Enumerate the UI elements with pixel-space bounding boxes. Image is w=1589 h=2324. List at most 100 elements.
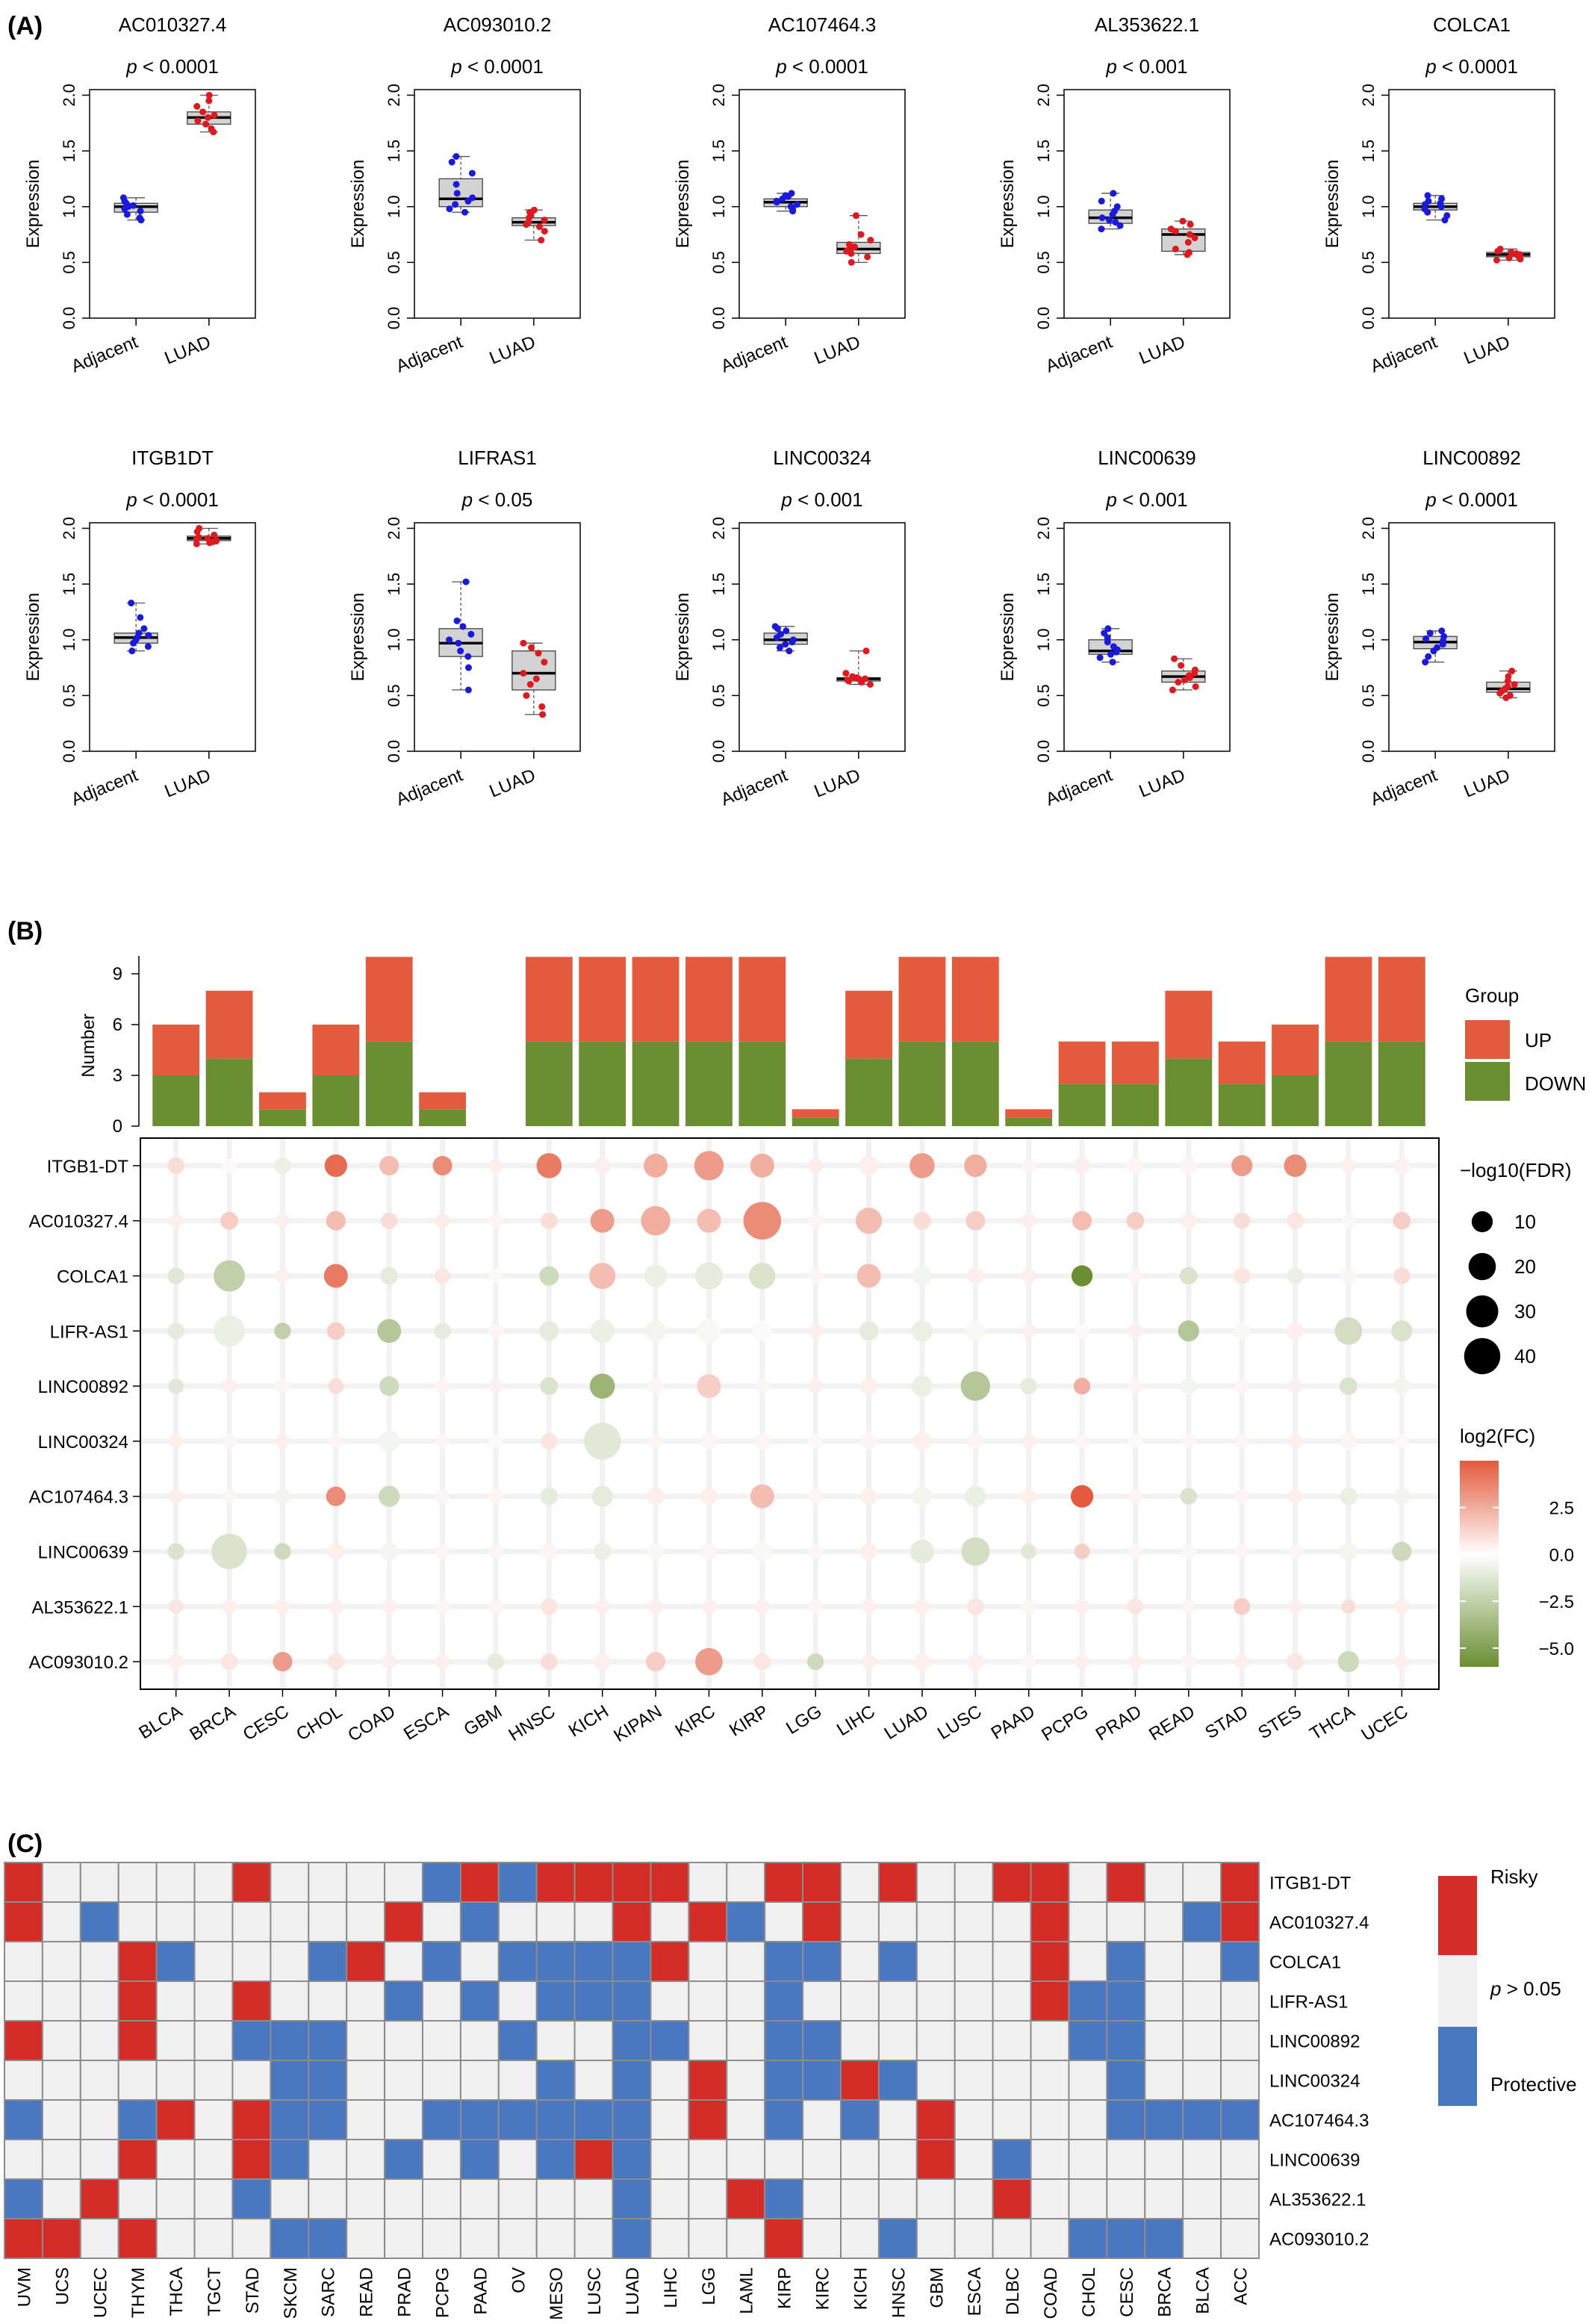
heat-cell-LIFR-AS1-UVM [4,1980,43,2022]
bar-down-BLCA [152,1075,200,1126]
heat-cell-AC010327.4-KICH [840,1901,880,1942]
bar-y-axis-label: Number [78,1013,99,1077]
heat-cell-AC107464.3-PRAD [384,2099,423,2140]
data-point [119,194,127,202]
plot-frame [1388,522,1555,752]
heat-cell-COLCA1-PCPG [422,1941,461,1982]
bubble-LINC00639-LIHC [860,1543,877,1560]
cancer-label: KIPAN [610,1701,665,1746]
boxplot-title: COLCA1 [1433,13,1511,36]
data-point [135,630,143,637]
data-point [526,680,534,688]
bubble-AL353622.1-CHOL [329,1599,343,1614]
x-tick-label: LUAD [487,332,538,369]
data-point [541,228,548,235]
bubble-LINC00892-LGG [808,1379,823,1394]
data-point [1422,659,1429,666]
heat-cell-LINC00324-UVM [4,2060,43,2101]
heat-cell-AC107464.3-COAD [1030,2099,1070,2140]
heatmap-col-label: DLBC [1003,2267,1023,2315]
heat-cell-LINC00324-BLCA [1182,2060,1222,2101]
heat-cell-AC093010.2-KICH [840,2218,880,2259]
bubble-AL353622.1-BLCA [169,1599,184,1614]
heatmap-col-label: OV [509,2267,529,2293]
heat-cell-ITGB1-DT-GBM [915,1862,956,1903]
boxplot-AC093010.2: AC093010.2 p < 0.0001 0.0 0.5 1.0 1.5 2.0 Expre… [348,13,581,377]
bubble-COLCA1-LGG [808,1268,823,1284]
heatmap-col-label: MESO [547,2267,567,2320]
heat-cell-ITGB1-DT-UVM [4,1862,43,1903]
y-tick-label: 0.5 [1359,251,1378,274]
p-value-label: p < 0.001 [1105,488,1187,511]
bar-down-READ [1165,1058,1213,1126]
heat-cell-LINC00639-CESC [1106,2139,1146,2180]
bubble-LINC00324-CESC [275,1434,290,1449]
heat-cell-AC010327.4-TGCT [193,1901,234,1942]
data-point [193,102,201,110]
bubble-AL353622.1-UCEC [1394,1599,1409,1614]
heat-cell-LINC00892-KIRC [802,2020,842,2061]
bubble-AC093010.2-LGG [807,1653,824,1671]
data-point [520,670,527,677]
heatmap-col-label: STAD [243,2267,263,2314]
heat-cell-AL353622.1-MESO [535,2178,576,2219]
heatmap-col-label: PAAD [470,2267,491,2315]
heat-cell-LIFR-AS1-SKCM [270,1980,310,2022]
bubble-AC107464.3-STES [1288,1489,1303,1504]
bar-up-LUSC [951,957,999,1042]
heat-cell-LIFR-AS1-BRCA [1144,1980,1184,2022]
bubble-AC010327.4-KIRP [743,1202,782,1240]
bubble-ITGB1-DT-BRCA [222,1158,237,1173]
heat-cell-AC107464.3-KIRP [764,2099,804,2140]
bubble-AL353622.1-KIRP [755,1599,770,1614]
bubble-AC093010.2-KIRC [695,1647,723,1676]
heat-cell-AC093010.2-LGG [688,2218,728,2259]
cancer-label: COAD [344,1701,399,1746]
data-point [539,711,547,718]
heat-cell-LINC00892-KIRP [764,2020,804,2061]
bar-y-tick-label: 0 [113,1116,122,1137]
heat-cell-ITGB1-DT-READ [346,1862,386,1903]
data-point [1496,245,1504,252]
heat-cell-AL353622.1-KIRP [764,2178,804,2219]
heat-cell-AL353622.1-THCA [155,2178,196,2219]
heat-cell-LINC00324-SKCM [270,2060,310,2101]
heat-cell-LIFR-AS1-ACC [1220,1980,1260,2022]
size-legend-label: 30 [1514,1300,1536,1323]
heat-cell-AC093010.2-TGCT [193,2218,234,2259]
data-point [459,623,467,630]
bubble-AC107464.3-LUSC [965,1485,986,1507]
heatmap-row-label: LINC00892 [1269,2032,1360,2052]
bubble-LINC00324-CHOL [329,1434,343,1449]
bubble-LINC00324-LUSC [967,1432,984,1450]
heat-cell-LIFR-AS1-DLBC [992,1980,1032,2022]
x-tick-label: LUAD [812,765,863,802]
heat-cell-COLCA1-LGG [688,1941,728,1982]
bubble-AL353622.1-STAD [1234,1598,1251,1615]
heat-cell-AC093010.2-ESCA [954,2218,994,2259]
heat-cell-LINC00639-READ [346,2139,386,2180]
p-value-label: p < 0.0001 [1425,488,1518,511]
cancer-label: LIHC [833,1701,879,1740]
heat-cell-AL353622.1-UCEC [79,2178,119,2219]
heatmap-col-label: PRAD [395,2267,415,2317]
heat-cell-COLCA1-LUSC [573,1941,614,1982]
data-point [453,181,460,188]
bubble-LINC00639-COAD [380,1542,399,1561]
boxplot-ITGB1DT: ITGB1DT p < 0.0001 0.0 0.5 1.0 1.5 2.0 Expressi… [23,447,256,810]
bubble-LINC00324-GBM [488,1434,503,1449]
heat-cell-LINC00324-KICH [840,2060,880,2101]
data-point [452,201,459,208]
bar-up-PCPG [1058,1041,1106,1084]
bubble-LIFR-AS1-THCA [1334,1317,1363,1345]
bubble-LIFR-AS1-STES [1287,1323,1304,1340]
bubble-LINC00324-HNSC [541,1432,558,1450]
color-tick-label: −5.0 [1539,1639,1574,1659]
data-point [538,237,545,244]
heat-cell-AC107464.3-CESC [1106,2099,1146,2140]
bubble-AL353622.1-ESCA [435,1599,450,1614]
heat-cell-COLCA1-UCS [41,1941,81,1982]
bar-up-PAAD [1005,1109,1053,1118]
bar-up-CESC [259,1092,306,1110]
bubble-AC107464.3-PCPG [1070,1485,1094,1508]
